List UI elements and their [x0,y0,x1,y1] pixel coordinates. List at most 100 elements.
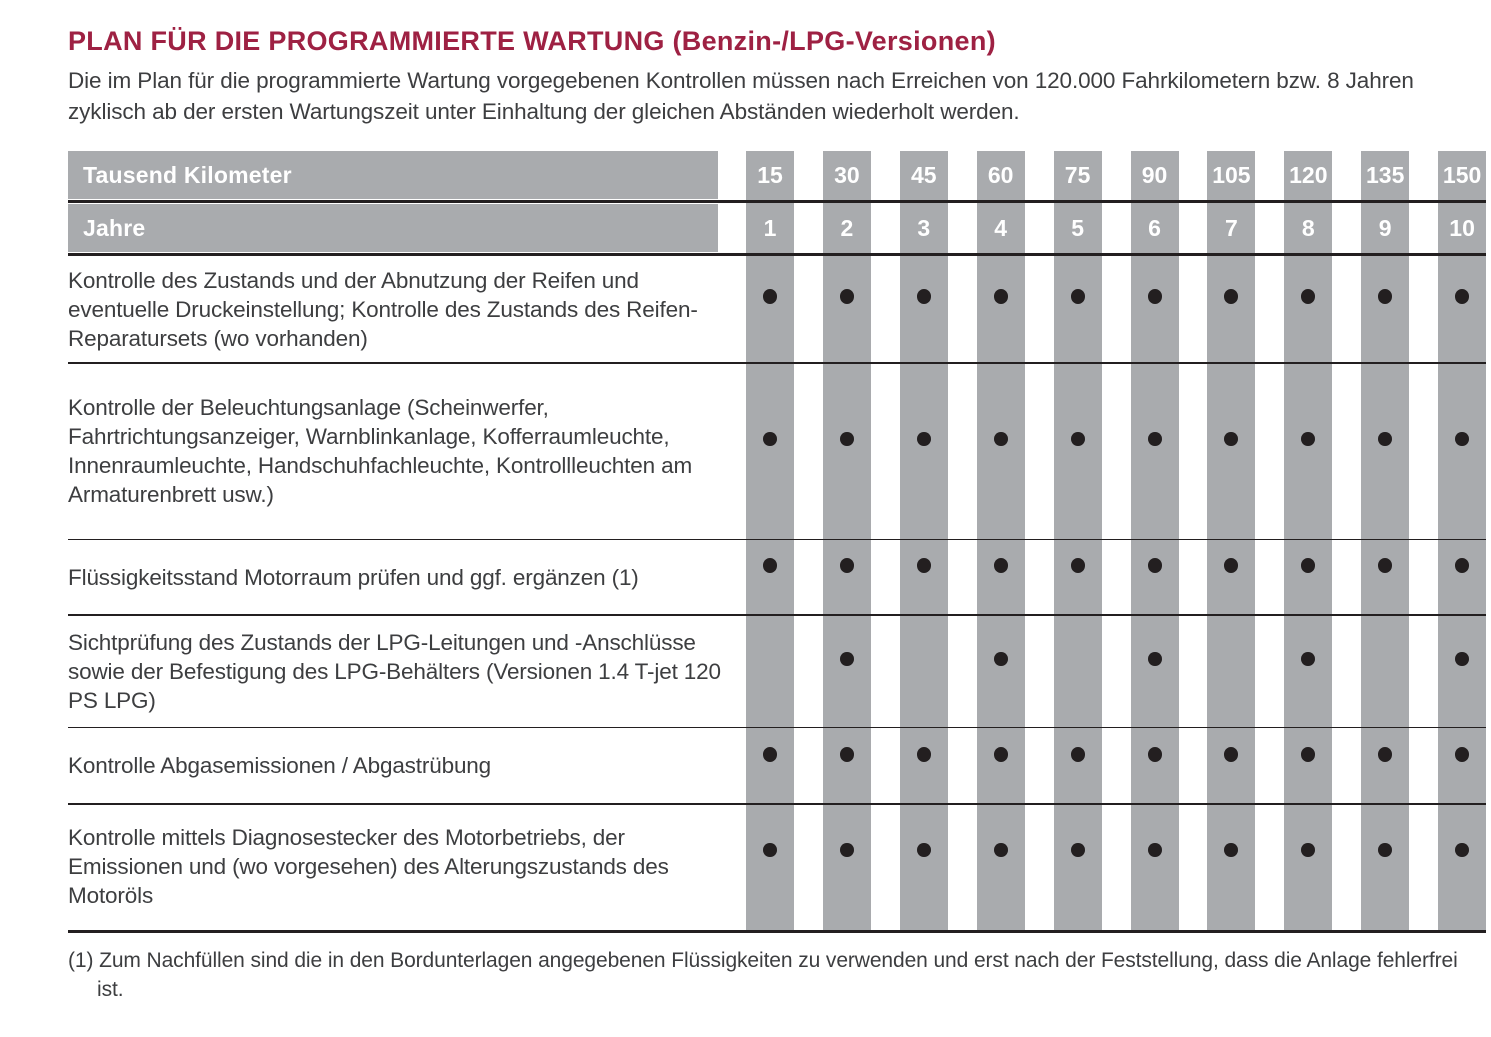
table-row: Kontrolle der Beleuchtungsanlage (Schein… [68,364,1486,539]
check-dot [1378,747,1393,762]
years-value-cell: 9 [1378,214,1392,241]
check-dot [1301,747,1316,762]
check-dot [1378,289,1393,304]
check-dot [993,747,1008,762]
row-divider [68,538,1486,540]
header-divider [68,200,1486,203]
column-band [1284,151,1333,933]
km-value-cell: 75 [1064,161,1091,188]
task-description: Kontrolle Abgasemissionen / Abgastrübung [68,753,492,778]
check-dot [1301,289,1316,304]
check-dot [1378,842,1393,857]
check-dot [1224,558,1239,573]
check-dot [839,651,854,666]
check-dot [1455,431,1470,446]
column-band [1130,151,1179,933]
check-dot [916,558,931,573]
task-description: Flüssigkeitsstand Motorraum prüfen und g… [68,564,639,590]
check-dot [1378,431,1393,446]
years-value-cell: 7 [1224,214,1238,241]
check-dot [1301,558,1316,573]
column-band [1438,151,1487,933]
table-row: Kontrolle mittels Diagnosestecker des Mo… [68,805,1486,929]
footnote: (1) Zum Nachfüllen sind die in den Bordu… [68,948,1458,1001]
check-dot [1147,842,1162,857]
check-dot [993,289,1008,304]
years-value-cell: 2 [840,214,854,241]
check-dot [993,558,1008,573]
check-dot [839,842,854,857]
check-dot [763,558,777,573]
check-dot [763,842,777,857]
check-dot [1455,747,1470,762]
check-dot [1224,842,1239,857]
check-dot [763,289,777,304]
check-dot [1224,289,1239,304]
check-dot [1070,558,1085,573]
check-dot [993,431,1008,446]
years-label: Jahre [83,214,146,241]
check-dot [1301,651,1316,666]
km-value-cell: 45 [911,161,937,188]
column-band [899,151,948,933]
task-description: Kontrolle des Zustands und der Abnutzung… [68,268,698,351]
km-value-cell: 30 [834,161,860,188]
check-dot [839,558,854,573]
check-dot [916,747,931,762]
row-divider [68,803,1486,805]
years-value-cell: 10 [1449,214,1475,241]
km-value-cell: 120 [1289,161,1328,188]
table-row: Flüssigkeitsstand Motorraum prüfen und g… [68,540,1486,614]
km-value-cell: 60 [987,161,1014,188]
header-divider [68,253,1486,256]
years-value-cell: 3 [917,214,931,241]
years-value-cell: 8 [1301,214,1315,241]
check-dot [993,842,1008,857]
check-dot [839,431,854,446]
check-dot [1147,289,1162,304]
row-divider [68,362,1486,364]
km-value-cell: 135 [1366,161,1405,188]
check-dot [763,747,777,762]
check-dot [1455,558,1470,573]
check-dot [1455,651,1470,666]
column-band [976,151,1025,933]
check-dot [1070,747,1085,762]
check-dot [1455,842,1470,857]
years-value-cell: 4 [994,214,1008,241]
column-band [1207,151,1256,933]
check-dot [763,431,777,446]
check-dot [916,842,931,857]
check-dot [916,431,931,446]
row-divider [68,726,1486,728]
table-row: Kontrolle Abgasemissionen / Abgastrübung [68,728,1486,803]
table-row: Sichtprüfung des Zustands der LPG-Leitun… [68,616,1486,727]
check-dot [1301,431,1316,446]
header-label-background [68,151,718,199]
check-dot [1147,747,1162,762]
check-dot [1455,289,1470,304]
check-dot [839,289,854,304]
km-value-cell: 150 [1442,161,1482,188]
header-row-km: Tausend Kilometer 15 30 45 60 75 90 105 120 135 15… [68,151,1486,199]
years-value-cell: 5 [1071,214,1084,241]
check-dot [1224,747,1239,762]
task-description: Kontrolle mittels Diagnosestecker des Mo… [68,825,669,908]
header-row-years: Jahre 1 2 3 4 5 6 7 8 9 10 [68,204,1486,252]
column-band [1053,151,1102,933]
check-dot [1147,558,1162,573]
manual-page: PLAN FÜR DIE PROGRAMMIERTE WARTUNG (Benz… [68,26,1487,1001]
check-dot [1378,558,1393,573]
header-label-background [68,204,718,252]
task-description: Kontrolle der Beleuchtungsanlage (Schein… [68,395,693,507]
km-label: Tausend Kilometer [83,161,292,188]
check-dot [993,651,1008,666]
task-description: Sichtprüfung des Zustands der LPG-Leitun… [68,629,721,713]
years-value-cell: 1 [763,214,777,241]
km-value-cell: 15 [757,161,783,188]
check-dot [1224,431,1239,446]
check-dot [1070,431,1085,446]
table-row: Kontrolle des Zustands und der Abnutzung… [68,257,1486,362]
table-bottom-border [68,929,1486,933]
km-value-cell: 105 [1212,161,1251,188]
